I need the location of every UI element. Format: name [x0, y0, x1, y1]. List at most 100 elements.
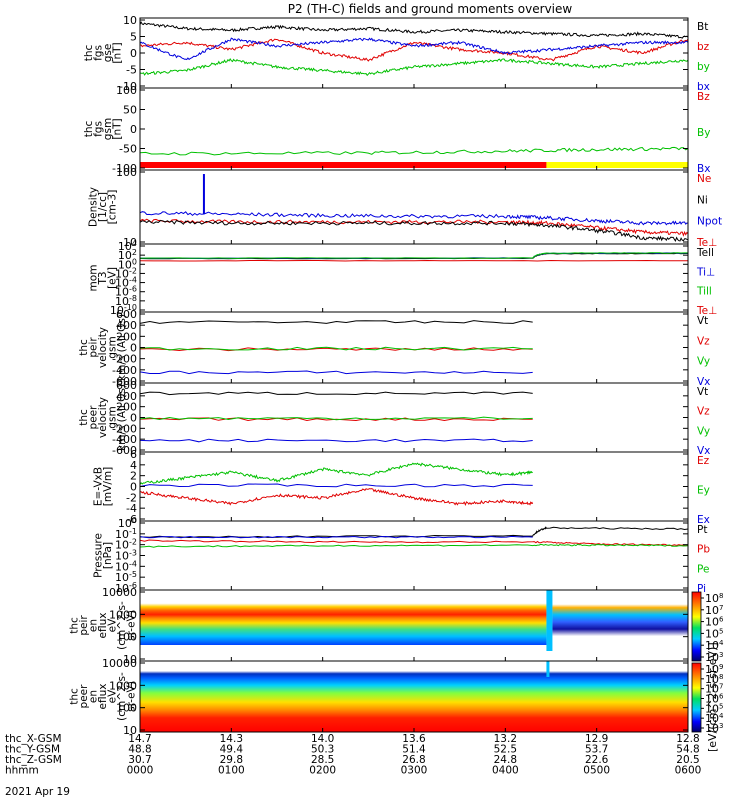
legend-Pt: Pt: [697, 524, 707, 536]
series-Ni: [139, 219, 689, 243]
y-axis-label: thc: [83, 45, 95, 62]
colorbar-label: [eV/(cm^2-s-sr-eV)]: [706, 642, 719, 752]
y-axis-label: thc: [78, 409, 90, 426]
y-tick-label: 400: [116, 319, 137, 332]
y-tick-label: -10: [119, 80, 137, 93]
y-axis-label: Density: [88, 187, 100, 227]
y-axis-label: T3: [97, 271, 109, 285]
series-Vx: [139, 438, 533, 443]
series-by: [139, 57, 689, 77]
y-axis-label: eV: [107, 689, 119, 703]
series-Bt: [139, 21, 689, 39]
y-axis-label: peir: [78, 615, 90, 636]
y-axis-label: [1/cc]: [97, 192, 109, 222]
ephemeris-value: 26.8: [402, 754, 425, 766]
ephemeris-table: thc_X-GSM 14.7 14.3 14.0 13.6 13.2 12.9 12.8 thc…: [5, 733, 701, 777]
series-Ne: [139, 218, 689, 237]
y-axis-label: gsm: [107, 406, 119, 428]
series-Ey: [139, 462, 533, 485]
legend-Ey: Ey: [697, 485, 710, 497]
y-tick-label: 200: [116, 330, 137, 343]
series-Vy: [139, 416, 533, 421]
panel-peer_en_eflux: 10000 1000 100 10 thcpeerenefluxeV(cm^2-s-sr…: [69, 657, 689, 737]
legend-by: by: [697, 61, 710, 73]
colorbar-tick-label: 107: [705, 604, 723, 617]
y-tick-label: 10000: [102, 657, 137, 670]
ephemeris-row-label: thc_Z-GSM: [5, 754, 62, 766]
y-axis-label: eflux: [97, 684, 109, 710]
spectrogram-region-early: [140, 596, 547, 645]
series-Ex: [139, 483, 533, 488]
colorbar-tick-label: 108: [705, 592, 723, 605]
legend-Bx: Bx: [697, 163, 710, 175]
legend-By: By: [697, 127, 710, 139]
legend-Till: Till: [696, 286, 712, 298]
colorbar-tick-label: 105: [705, 702, 723, 715]
ephemeris-value: 52.5: [494, 744, 517, 756]
y-tick-label: 400: [116, 390, 137, 403]
ephemeris-value: 14.7: [128, 733, 151, 745]
legend-Vx: Vx: [697, 376, 710, 388]
y-tick-label: 0: [130, 342, 137, 355]
spectrogram-transition: [546, 590, 553, 651]
y-tick-label: 100: [116, 631, 137, 644]
y-tick-label: 100: [116, 84, 137, 97]
colorbar-tick-label: 105: [705, 627, 723, 640]
panel-peir_en_eflux: 10000 1000 100 10 thcpeirenefluxeV(cm^2-s-sr…: [69, 586, 689, 666]
y-axis-label: eflux: [97, 613, 109, 639]
y-tick-label: 200: [116, 401, 137, 414]
y-axis-label: [nT]: [111, 118, 123, 139]
y-axis-label: velocity: [97, 327, 109, 368]
colorbar-tick-label: 107: [705, 683, 723, 696]
legend-Pe: Pe: [697, 563, 709, 575]
legend-Tell: Tell: [696, 247, 714, 259]
legend-Npot: Npot: [697, 216, 722, 228]
y-axis-label: sr-eV): [126, 610, 138, 641]
legend-Pb: Pb: [697, 544, 710, 556]
y-tick-label: 1000: [109, 608, 137, 621]
series-Pi: [139, 535, 533, 539]
y-axis-label: thc: [69, 688, 81, 705]
spectrogram-region: [140, 661, 688, 732]
spectrogram-transition: [546, 661, 550, 677]
y-axis-label: thc: [78, 339, 90, 356]
y-axis-label: fgs: [92, 45, 104, 61]
legend-Pi: Pi: [697, 583, 706, 595]
ephemeris-value: 0600: [675, 765, 702, 777]
y-tick-label: 1000: [109, 679, 137, 692]
legend-Vy: Vy: [697, 356, 710, 368]
y-axis-label: (cm^2-s-: [116, 672, 128, 721]
colorbar-tick-label: 103: [705, 651, 723, 664]
series-Till: [139, 252, 688, 259]
legend-Ne: Ne: [697, 173, 711, 185]
y-tick-label: -400: [112, 433, 137, 446]
ephemeris-value: 13.2: [494, 733, 517, 745]
panel-frame: [139, 87, 689, 171]
legend-Vx: Vx: [697, 445, 710, 457]
series-Npot: [139, 211, 689, 226]
y-axis-label: fgs: [92, 121, 104, 137]
colorbar-1: [691, 591, 702, 662]
legend-Bt: Bt: [697, 21, 708, 33]
y-axis-label: Pressure: [92, 533, 104, 578]
legend-Ex: Ex: [697, 514, 710, 526]
y-tick-label: 0: [130, 481, 137, 494]
ephemeris-value: 50.3: [311, 744, 334, 756]
series-Vy: [139, 346, 533, 351]
legend-bz: bz: [697, 41, 710, 53]
y-tick-label: -600: [112, 444, 137, 457]
legend-Vt: Vt: [697, 315, 708, 327]
y-axis-label: E=-VxB: [92, 467, 104, 506]
mode-bar: [140, 162, 547, 168]
y-tick-label: -100: [112, 162, 137, 175]
y-axis-label: gsm: [107, 336, 119, 358]
y-tick-label: -600: [112, 375, 137, 388]
ephemeris-value: 30.7: [128, 754, 151, 766]
y-tick-label: 10000: [102, 586, 137, 599]
panel-moments_temp: 10410210010-210-410-610-810-10momT3[eV]T…: [88, 239, 718, 317]
y-axis-label: peer: [78, 684, 90, 709]
ephemeris-value: 0400: [492, 765, 519, 777]
